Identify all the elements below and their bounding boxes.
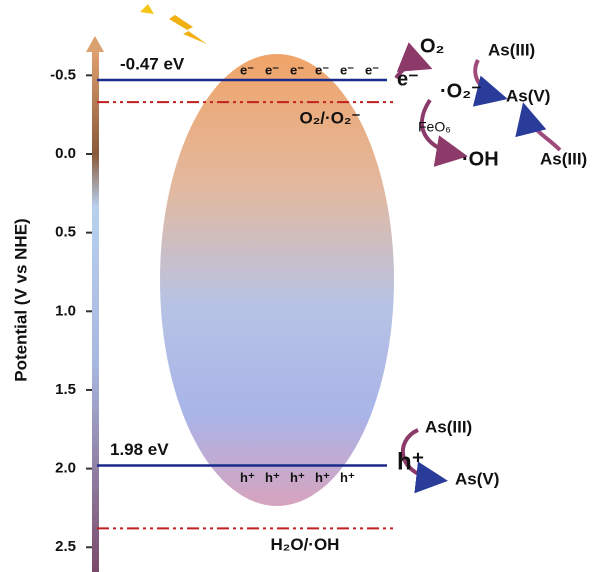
- carrier: e⁻: [365, 62, 379, 77]
- carrier: h⁺: [315, 470, 330, 485]
- hydroxyl: ·OH: [462, 148, 499, 170]
- as3: As(III): [425, 417, 472, 436]
- carrier: e⁻: [315, 62, 329, 77]
- catalyst: FeO₆: [418, 119, 451, 135]
- as5: As(V): [455, 469, 499, 488]
- as3: As(III): [540, 149, 587, 168]
- arrow: [394, 42, 433, 80]
- hole: h⁺: [397, 448, 424, 475]
- carrier: e⁻: [290, 62, 304, 77]
- sun-ray: [140, 4, 154, 14]
- y-tick-label: -0.5: [50, 66, 76, 83]
- y-tick-label: 0.5: [55, 224, 76, 241]
- band-label: 1.98 eV: [110, 440, 169, 459]
- lightning: [169, 15, 207, 44]
- carrier: e⁻: [340, 62, 354, 77]
- carrier: h⁺: [265, 470, 280, 485]
- y-tick-label: 1.0: [55, 302, 76, 319]
- o2: O₂: [420, 35, 444, 57]
- electron: e⁻: [397, 68, 419, 90]
- arrow: [515, 102, 562, 152]
- carrier: h⁺: [340, 470, 355, 485]
- carrier: h⁺: [290, 470, 305, 485]
- as3: As(III): [488, 40, 535, 59]
- y-tick-label: 0.0: [55, 145, 76, 162]
- axis-label: Potential (V vs NHE): [11, 218, 30, 381]
- redox-label: H₂O/·OH: [271, 535, 340, 554]
- y-tick-label: 2.5: [55, 538, 76, 555]
- carrier: e⁻: [240, 62, 254, 77]
- axis-bar: [92, 50, 99, 572]
- semiconductor-ellipse: [160, 54, 394, 506]
- carrier: h⁺: [240, 470, 255, 485]
- arrow: [400, 428, 448, 494]
- arrow: [419, 98, 468, 167]
- superoxide: ·O₂⁻: [440, 80, 482, 102]
- carrier: e⁻: [265, 62, 279, 77]
- band-label: -0.47 eV: [120, 55, 185, 74]
- redox-label: O₂/·O₂⁻: [300, 109, 361, 128]
- as5: As(V): [506, 86, 550, 105]
- y-tick-label: 1.5: [55, 381, 76, 398]
- y-tick-label: 2.0: [55, 460, 76, 477]
- axis-arrow: [86, 36, 104, 52]
- arrow: [472, 59, 508, 107]
